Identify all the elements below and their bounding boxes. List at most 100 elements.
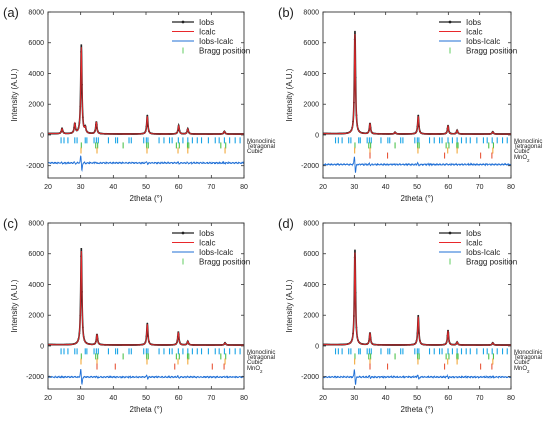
- icalc-curve: [48, 47, 244, 135]
- x-tick-label: 70: [476, 184, 484, 191]
- x-tick-label: 20: [44, 395, 52, 402]
- y-tick-label: 0: [40, 343, 44, 350]
- legend-label: Iobs-Icalc: [466, 37, 500, 46]
- legend-label: Bragg position: [199, 47, 250, 56]
- y-tick-label: 2000: [303, 313, 319, 320]
- phase-label: Monoclinic: [247, 139, 275, 145]
- panel-label: (a): [3, 5, 19, 20]
- phase-label: Cubic: [514, 360, 529, 366]
- phase-label: Tetragonal: [514, 355, 542, 361]
- legend-marker: [181, 20, 185, 24]
- panel-label: (b): [278, 5, 294, 20]
- y-axis-label: Intensity (A.U.): [10, 279, 19, 332]
- x-tick-label: 40: [109, 184, 117, 191]
- y-tick-label: 2000: [28, 313, 44, 320]
- iobs-curve: [48, 44, 244, 135]
- x-tick-label: 50: [413, 184, 421, 191]
- x-tick-label: 20: [319, 395, 327, 402]
- phase-label: Cubic: [247, 360, 262, 366]
- legend-label: Iobs: [466, 18, 481, 27]
- x-tick-label: 60: [444, 395, 452, 402]
- y-tick-label: -2000: [301, 163, 319, 170]
- x-tick-label: 30: [350, 395, 358, 402]
- icalc-curve: [48, 250, 244, 346]
- legend-label: Bragg position: [199, 258, 250, 267]
- phase-label: Monoclinic: [247, 350, 275, 356]
- phase-label: Monoclinic: [514, 139, 542, 145]
- legend-label: Icalc: [466, 239, 482, 248]
- legend-label: Icalc: [199, 28, 215, 37]
- x-tick-label: 60: [175, 184, 183, 191]
- x-tick-label: 80: [240, 184, 248, 191]
- x-tick-label: 50: [142, 184, 150, 191]
- x-axis-label: 2theta (°): [130, 194, 163, 203]
- y-tick-label: -2000: [26, 374, 44, 381]
- iobs-point: [146, 114, 149, 117]
- legend-marker: [448, 20, 452, 24]
- phase-label: Cubic: [514, 149, 529, 155]
- chart-panel: (a) 20 30 40 50 60 70 80 -2000 0 2000 4000 6000 8000 2…: [3, 5, 275, 203]
- y-tick-label: 6000: [303, 40, 319, 47]
- phase-label: Tetragonal: [247, 355, 275, 361]
- iobs-point: [146, 322, 149, 325]
- x-tick-label: 60: [444, 184, 452, 191]
- diff-curve: [323, 156, 511, 173]
- panel-label: (d): [278, 216, 294, 231]
- y-tick-label: 4000: [28, 282, 44, 289]
- diff-curve: [48, 368, 244, 386]
- x-tick-label: 80: [240, 395, 248, 402]
- phase-label: Tetragonal: [514, 144, 542, 150]
- legend-marker: [448, 231, 452, 235]
- chart-panel: (b) 20 30 40 50 60 70 80 -2000 0 2000 4000 6000 8000 2…: [278, 5, 542, 203]
- x-tick-label: 40: [382, 395, 390, 402]
- legend-label: Iobs-Icalc: [199, 37, 233, 46]
- x-tick-label: 30: [77, 184, 85, 191]
- y-axis-label: Intensity (A.U.): [285, 68, 294, 121]
- chart-panel: (c) 20 30 40 50 60 70 80 -2000 0 2000 4000 6000 8000 2…: [3, 216, 275, 414]
- y-tick-label: 0: [315, 132, 319, 139]
- x-axis-label: 2theta (°): [401, 405, 434, 414]
- chart-panel: (d) 20 30 40 50 60 70 80 -2000 0 2000 4000 6000 8000 2…: [278, 216, 542, 414]
- x-tick-label: 40: [382, 184, 390, 191]
- x-tick-label: 20: [44, 184, 52, 191]
- x-tick-label: 80: [507, 184, 515, 191]
- x-tick-label: 70: [476, 395, 484, 402]
- x-tick-label: 70: [207, 184, 215, 191]
- y-tick-label: 2000: [303, 102, 319, 109]
- x-tick-label: 70: [207, 395, 215, 402]
- y-tick-label: 4000: [303, 71, 319, 78]
- legend-label: Iobs: [466, 229, 481, 238]
- icalc-curve: [323, 34, 511, 135]
- y-axis-label: Intensity (A.U.): [285, 279, 294, 332]
- phase-label: MnO2: [514, 155, 530, 163]
- x-tick-label: 80: [507, 395, 515, 402]
- legend-label: Iobs-Icalc: [199, 248, 233, 257]
- legend-label: Iobs: [199, 229, 214, 238]
- phase-label: MnO2: [514, 366, 530, 374]
- diff-curve: [323, 369, 511, 385]
- x-tick-label: 30: [77, 395, 85, 402]
- x-axis-label: 2theta (°): [130, 405, 163, 414]
- x-tick-label: 50: [142, 395, 150, 402]
- y-tick-label: 6000: [28, 251, 44, 258]
- y-tick-label: 2000: [28, 102, 44, 109]
- iobs-point: [417, 114, 420, 117]
- y-tick-label: 8000: [303, 10, 319, 17]
- x-tick-label: 50: [413, 395, 421, 402]
- legend-label: Bragg position: [466, 47, 517, 56]
- y-tick-label: -2000: [301, 374, 319, 381]
- y-tick-label: 0: [40, 132, 44, 139]
- icalc-curve: [323, 252, 511, 346]
- y-axis-label: Intensity (A.U.): [10, 68, 19, 121]
- iobs-point: [417, 314, 420, 317]
- y-tick-label: 8000: [28, 221, 44, 228]
- x-tick-label: 40: [109, 395, 117, 402]
- y-tick-label: 8000: [28, 10, 44, 17]
- y-tick-label: 6000: [28, 40, 44, 47]
- y-tick-label: 6000: [303, 251, 319, 258]
- y-tick-label: -2000: [26, 163, 44, 170]
- y-tick-label: 0: [315, 343, 319, 350]
- phase-label: Monoclinic: [514, 350, 542, 356]
- y-tick-label: 4000: [28, 71, 44, 78]
- y-tick-label: 8000: [303, 221, 319, 228]
